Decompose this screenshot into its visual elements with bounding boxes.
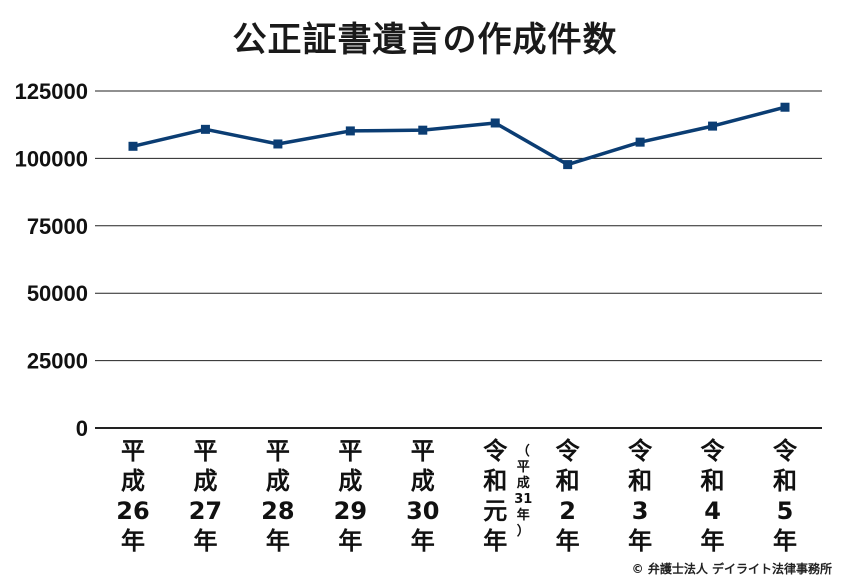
grid-layer bbox=[95, 90, 822, 429]
x-tick-note-line: 成 bbox=[516, 476, 530, 491]
x-tick-label: 平成 28 年 bbox=[258, 436, 298, 556]
data-point bbox=[490, 118, 500, 128]
data-point bbox=[418, 125, 428, 135]
x-tick-label-line: 平 bbox=[410, 437, 435, 465]
x-tick-label-line: 4 bbox=[704, 497, 721, 525]
x-tick-label-line: 年 bbox=[483, 527, 508, 555]
series-line bbox=[132, 105, 786, 167]
x-tick-label-line: 成 bbox=[121, 467, 145, 495]
x-tick-label-line: 年 bbox=[773, 527, 797, 555]
x-tick-label: 平成 30 年 bbox=[403, 436, 443, 556]
y-tick-label: 100000 bbox=[15, 146, 88, 171]
x-tick-note-line: ） bbox=[516, 524, 530, 539]
x-tick-label-line: 和 bbox=[773, 467, 797, 495]
x-tick-note-line: 31 bbox=[514, 492, 533, 507]
data-point-markers bbox=[128, 102, 790, 170]
data-point bbox=[635, 137, 645, 147]
data-point bbox=[273, 139, 283, 149]
x-tick-label: 令和元年 bbox=[475, 436, 515, 556]
x-tick-label: 平成 27 年 bbox=[185, 436, 225, 556]
x-tick-label-line: 平 bbox=[121, 437, 145, 465]
y-tick-label: 0 bbox=[76, 416, 88, 441]
x-tick-label-line: 和 bbox=[700, 467, 725, 495]
data-point bbox=[780, 102, 790, 112]
x-tick-label-line: 令 bbox=[700, 437, 725, 465]
x-tick-label-line: 成 bbox=[338, 467, 363, 495]
x-tick-label-line: 和 bbox=[555, 467, 580, 495]
x-tick-label-line: 平 bbox=[193, 437, 218, 465]
x-tick-label-line: 年 bbox=[700, 527, 725, 555]
x-tick-label-line: 和 bbox=[483, 467, 508, 495]
chart-title: 公正証書遺言の作成件数 bbox=[232, 20, 618, 60]
x-tick-label-line: 和 bbox=[628, 467, 653, 495]
x-tick-label-line: 年 bbox=[265, 527, 290, 555]
y-tick-label: 125000 bbox=[15, 79, 88, 104]
x-tick-label-line: 令 bbox=[628, 437, 653, 465]
x-tick-label-line: 成 bbox=[410, 467, 435, 495]
y-tick-labels: 0 25000 50000 75000 100000 125000 bbox=[15, 79, 88, 441]
data-point bbox=[563, 160, 573, 170]
x-tick-label-line: 27 bbox=[188, 497, 223, 525]
x-tick-label-line: 年 bbox=[628, 527, 653, 555]
x-tick-label-line: 令 bbox=[483, 437, 508, 465]
x-tick-label-line: 成 bbox=[193, 467, 218, 495]
x-tick-label: 平成 29 年 bbox=[330, 436, 370, 556]
x-tick-label-line: 年 bbox=[555, 527, 580, 555]
x-tick-note-line: 年 bbox=[516, 508, 530, 523]
x-tick-label: 平成 26 年 bbox=[113, 436, 153, 556]
x-tick-label-line: 26 bbox=[116, 497, 150, 525]
data-point bbox=[128, 141, 138, 151]
x-tick-label-line: 28 bbox=[261, 497, 295, 525]
x-tick-label-line: 成 bbox=[265, 467, 290, 495]
x-tick-label-line: 年 bbox=[121, 527, 145, 555]
x-tick-label-line: 年 bbox=[410, 527, 435, 555]
x-tick-label-line: 2 bbox=[559, 497, 576, 525]
x-tick-label-line: 年 bbox=[193, 527, 218, 555]
y-tick-label: 75000 bbox=[27, 214, 88, 239]
x-tick-note-line: 平 bbox=[516, 460, 530, 475]
x-tick-note-line: （ bbox=[516, 444, 530, 459]
y-tick-label: 25000 bbox=[27, 349, 88, 374]
x-tick-label-line: 29 bbox=[333, 497, 368, 525]
data-point bbox=[200, 124, 210, 134]
x-tick-label-line: 30 bbox=[406, 497, 440, 525]
x-tick-label-line: 元 bbox=[483, 497, 508, 525]
y-tick-label: 50000 bbox=[27, 281, 88, 306]
data-point bbox=[708, 121, 718, 131]
x-tick-label-line: 年 bbox=[338, 527, 363, 555]
x-tick-label-line: 5 bbox=[776, 497, 794, 525]
x-tick-label-line: 3 bbox=[631, 497, 649, 525]
x-tick-label-note: （平成 31 年） bbox=[514, 444, 532, 540]
x-tick-label-line: 平 bbox=[265, 437, 290, 465]
series-line-layer bbox=[132, 105, 786, 167]
x-tick-label-line: 平 bbox=[338, 437, 363, 465]
x-tick-label-line: 令 bbox=[773, 437, 797, 465]
data-point bbox=[345, 126, 355, 136]
copyright-notice: © 弁護士法人 デイライト法律事務所 bbox=[631, 562, 832, 576]
x-tick-label-line: 令 bbox=[555, 437, 580, 465]
